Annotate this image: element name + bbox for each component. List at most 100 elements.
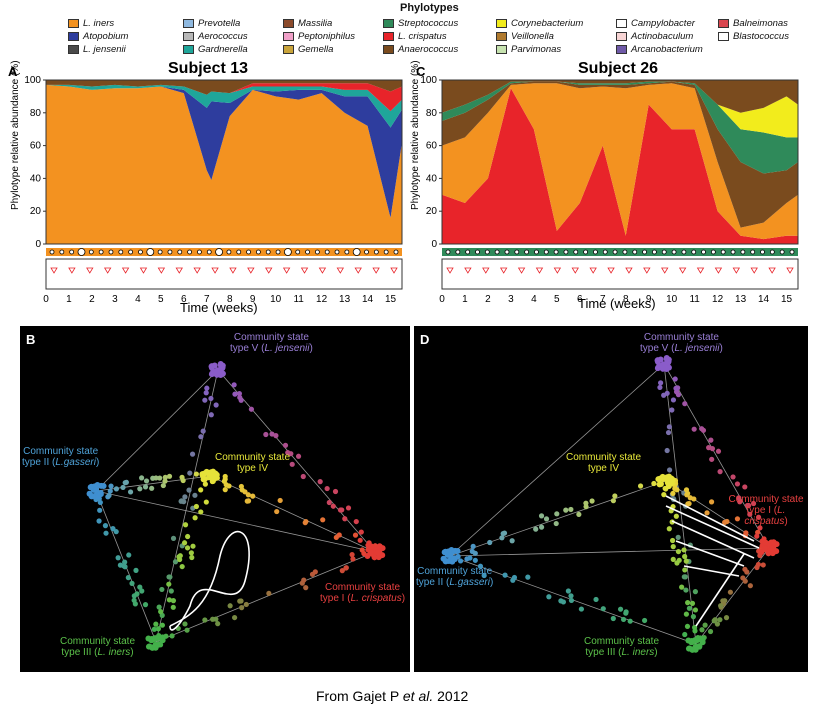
sample-point [734, 516, 741, 522]
panel-c-ylabel: Phylotype relative abundance (%) [410, 60, 421, 210]
sample-marker [128, 249, 134, 255]
sample-marker [779, 249, 785, 255]
y-tick-label: 0 [35, 239, 41, 250]
symptom-marker [768, 267, 776, 274]
sample-point [472, 550, 478, 556]
legend-label: Gemella [298, 44, 334, 55]
cst-i-line1-d: Community state [728, 494, 804, 505]
sample-point [691, 426, 697, 432]
symptom-marker [354, 267, 362, 274]
y-tick-label: 0 [431, 239, 437, 250]
sample-point [546, 594, 552, 600]
sample-point [757, 525, 763, 531]
x-tick-label: 1 [462, 294, 468, 305]
sample-point [155, 626, 161, 632]
sample-point [642, 617, 648, 624]
x-tick-label: 10 [270, 294, 282, 305]
legend-item: Blastococcus [718, 31, 789, 42]
sample-marker [769, 249, 775, 255]
sample-point [126, 552, 132, 558]
sample-marker [730, 249, 736, 255]
sample-point [232, 391, 238, 397]
y-tick-label: 80 [426, 108, 438, 119]
x-tick-label: 7 [600, 294, 606, 305]
sample-point [332, 488, 339, 495]
sample-point [250, 493, 256, 499]
sample-point [153, 621, 159, 627]
trajectory-line [665, 505, 760, 549]
sample-point [740, 575, 746, 581]
cluster-point [200, 476, 207, 483]
sample-point [227, 603, 233, 609]
legend-label: Corynebacterium [511, 18, 584, 29]
sample-marker [593, 249, 598, 255]
sample-marker [740, 249, 746, 255]
sample-marker [305, 249, 310, 255]
sample-point [682, 553, 688, 560]
cluster-point [768, 545, 775, 552]
sample-point [102, 523, 109, 529]
legend-swatch [68, 32, 79, 41]
cst-i-line2: type I (L. crispatus) [320, 593, 405, 604]
sample-marker [710, 249, 716, 255]
legend-label: Blastococcus [733, 31, 789, 42]
credit-em: et al. [402, 688, 434, 704]
symptom-marker [282, 267, 291, 274]
sample-point [675, 534, 681, 540]
legend-swatch [496, 45, 507, 54]
sample-point [189, 554, 195, 561]
sample-point [755, 514, 762, 520]
sample-point [203, 499, 209, 505]
symptom-marker [157, 267, 166, 274]
legend-label: Prevotella [198, 18, 241, 29]
symptom-marker [121, 267, 130, 274]
cst-i-line2b-d: L. crispatus [744, 505, 786, 527]
legend-label: Balneimonas [733, 18, 788, 29]
legend-swatch [68, 19, 79, 28]
cluster-point [657, 475, 664, 482]
symptom-marker [661, 267, 669, 274]
sample-marker [373, 249, 379, 255]
sample-marker [157, 249, 163, 255]
legend-label: Actinobaculum [631, 31, 694, 42]
legend-item: L. crispatus [383, 31, 447, 42]
legend-swatch [616, 45, 627, 54]
cluster-point [374, 549, 381, 556]
sample-point [627, 618, 633, 624]
sample-point [477, 563, 484, 569]
sample-point [673, 385, 679, 391]
sample-point [269, 431, 275, 437]
sample-marker [661, 249, 667, 255]
symptom-marker [372, 267, 380, 274]
x-tick-label: 5 [158, 294, 164, 305]
cluster-point [659, 365, 666, 372]
area-series-anaerococcus [442, 81, 798, 228]
sample-point [266, 590, 272, 597]
legend-item: Streptococcus [383, 18, 458, 29]
sample-marker [671, 249, 677, 255]
symptom-marker [535, 267, 544, 274]
cluster-point [159, 637, 166, 644]
trajectory-line [695, 553, 745, 627]
legend-item: Arcanobacterium [616, 44, 703, 55]
sample-point [501, 530, 508, 536]
sample-point [674, 560, 680, 566]
cluster-point [219, 370, 226, 377]
sample-point [188, 550, 194, 556]
legend-swatch [283, 32, 294, 41]
cst-i-line1: Community state [325, 582, 401, 593]
sample-point [200, 428, 206, 434]
sample-point [204, 385, 210, 391]
sample-point [669, 537, 676, 544]
cst-ii-label: Community state type II (L.gasseri) [22, 446, 99, 468]
x-tick-label: 2 [485, 294, 491, 305]
sample-point [760, 562, 766, 568]
symptom-marker [750, 267, 758, 274]
sample-point [303, 518, 309, 525]
sample-point [687, 495, 693, 501]
sample-marker [98, 249, 104, 255]
sample-point [125, 575, 131, 581]
sample-point [127, 489, 134, 495]
sample-point [689, 600, 696, 606]
sample-point [637, 483, 644, 489]
